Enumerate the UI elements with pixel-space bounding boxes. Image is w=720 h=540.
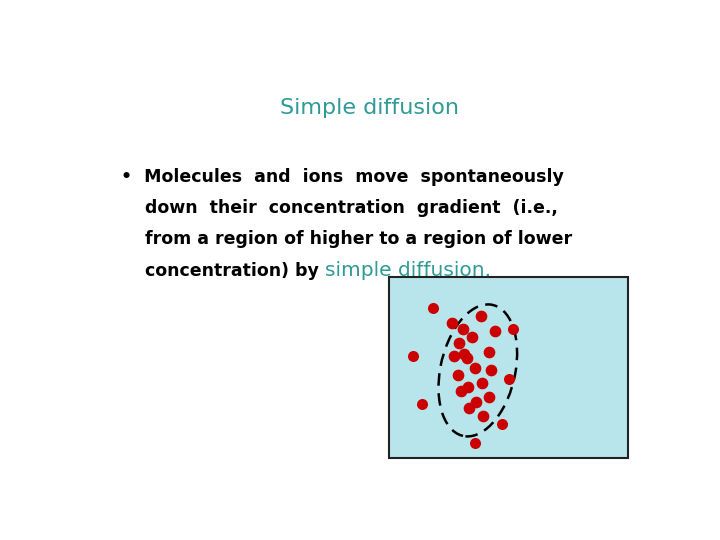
Text: concentration) by: concentration) by xyxy=(121,261,325,280)
Text: •  Molecules  and  ions  move  spontaneously: • Molecules and ions move spontaneously xyxy=(121,168,564,186)
Point xyxy=(507,325,518,333)
Point xyxy=(489,327,500,335)
Point xyxy=(485,366,496,375)
Point xyxy=(416,400,428,408)
Point xyxy=(475,312,487,321)
Text: from a region of higher to a region of lower: from a region of higher to a region of l… xyxy=(121,231,572,248)
Point xyxy=(462,383,474,391)
Point xyxy=(467,333,478,341)
Point xyxy=(464,403,475,412)
FancyBboxPatch shape xyxy=(389,277,629,458)
Point xyxy=(446,318,457,327)
Point xyxy=(407,352,418,360)
Text: down  their  concentration  gradient  (i.e.,: down their concentration gradient (i.e., xyxy=(121,199,557,217)
Point xyxy=(457,325,469,333)
Point xyxy=(503,374,514,383)
Point xyxy=(477,379,488,387)
Point xyxy=(461,354,472,362)
Point xyxy=(428,303,439,312)
Point xyxy=(477,412,489,421)
Point xyxy=(455,387,467,395)
Point xyxy=(469,364,481,373)
Point xyxy=(448,352,459,360)
Point xyxy=(483,393,495,402)
Point xyxy=(483,347,495,356)
Point xyxy=(469,439,481,448)
Text: Simple diffusion: Simple diffusion xyxy=(279,98,459,118)
Point xyxy=(458,349,469,358)
Point xyxy=(453,370,464,379)
Point xyxy=(496,420,508,429)
Point xyxy=(470,397,482,406)
Text: simple diffusion.: simple diffusion. xyxy=(325,261,490,280)
Point xyxy=(454,339,465,348)
